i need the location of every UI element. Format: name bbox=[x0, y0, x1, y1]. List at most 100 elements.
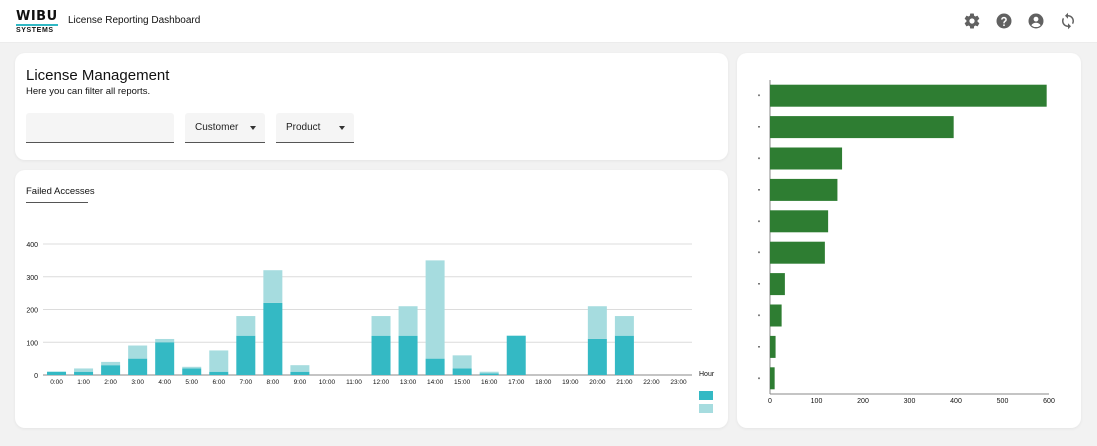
bar-segment bbox=[479, 371, 499, 374]
bar bbox=[770, 116, 954, 139]
bar-segment bbox=[263, 270, 283, 303]
bar-segment bbox=[128, 358, 148, 375]
x-tick-label: 200 bbox=[857, 398, 869, 405]
bar-segment bbox=[452, 355, 472, 369]
settings-icon[interactable] bbox=[963, 12, 981, 30]
bar-segment bbox=[614, 335, 634, 375]
bar-segment bbox=[452, 368, 472, 375]
chevron-down-icon bbox=[339, 126, 345, 130]
y-tick-label: " bbox=[758, 377, 761, 384]
bar-segment bbox=[425, 260, 445, 359]
card-title: License Management bbox=[26, 67, 170, 84]
x-tick-label: 0 bbox=[768, 398, 772, 405]
x-tick-label: 6:00 bbox=[212, 379, 225, 386]
x-tick-label: 400 bbox=[950, 398, 962, 405]
y-tick-label: " bbox=[758, 220, 761, 227]
help-icon[interactable] bbox=[995, 12, 1013, 30]
bar-segment bbox=[479, 373, 499, 375]
x-tick-label: 18:00 bbox=[535, 379, 552, 386]
y-tick-label: " bbox=[758, 189, 761, 196]
bar-segment bbox=[506, 335, 526, 375]
x-tick-label: 500 bbox=[997, 398, 1009, 405]
bar-segment bbox=[155, 338, 175, 343]
bar bbox=[770, 210, 829, 233]
x-tick-label: 20:00 bbox=[589, 379, 606, 386]
x-tick-label: 9:00 bbox=[294, 379, 307, 386]
legend-swatch bbox=[699, 391, 713, 400]
search-input[interactable] bbox=[26, 113, 174, 142]
x-tick-label: 17:00 bbox=[508, 379, 525, 386]
logo-subtitle: SYSTEMS bbox=[16, 27, 54, 34]
tab-indicator bbox=[26, 202, 88, 203]
bar-segment bbox=[290, 371, 310, 375]
refresh-icon[interactable] bbox=[1059, 12, 1077, 30]
bar bbox=[770, 367, 775, 390]
y-tick-label: 400 bbox=[26, 242, 38, 249]
bar bbox=[770, 178, 838, 201]
bar-segment bbox=[371, 335, 391, 375]
y-tick-label: " bbox=[758, 95, 761, 102]
bar bbox=[770, 84, 1047, 107]
customer-select[interactable]: Customer bbox=[185, 113, 265, 143]
bar-segment bbox=[182, 366, 202, 369]
x-tick-label: 1:00 bbox=[77, 379, 90, 386]
y-tick-label: 300 bbox=[26, 275, 38, 282]
x-tick-label: 0:00 bbox=[50, 379, 63, 386]
search-field[interactable] bbox=[26, 113, 174, 143]
x-tick-label: 12:00 bbox=[373, 379, 390, 386]
bar-segment bbox=[101, 361, 121, 366]
bar-segment bbox=[155, 342, 175, 375]
account-icon[interactable] bbox=[1027, 12, 1045, 30]
bar-segment bbox=[398, 306, 418, 336]
failed-accesses-card: Failed Accesses 0 100 200 300 400 0:00 1:00 2:0… bbox=[15, 170, 728, 428]
license-management-card: License Management Here you can filter a… bbox=[15, 53, 728, 160]
bar bbox=[770, 273, 785, 296]
x-tick-label: 19:00 bbox=[562, 379, 579, 386]
y-tick-label: " bbox=[758, 252, 761, 259]
y-tick-label: 100 bbox=[26, 340, 38, 347]
card-subtitle: Here you can filter all reports. bbox=[26, 86, 151, 97]
wibu-logo[interactable]: WIBU SYSTEMS bbox=[16, 10, 58, 34]
bar-segment bbox=[47, 371, 67, 375]
bar-segment bbox=[614, 316, 634, 336]
x-tick-label: 5:00 bbox=[185, 379, 198, 386]
x-tick-label: 7:00 bbox=[239, 379, 252, 386]
product-select[interactable]: Product bbox=[276, 113, 354, 143]
y-tick-label: " bbox=[758, 283, 761, 290]
bar-segment bbox=[425, 358, 445, 375]
x-tick-label: 13:00 bbox=[400, 379, 417, 386]
ranking-chart: 0 100 200 300 400 500 600 " " " " " " " " " " bbox=[758, 80, 1055, 405]
product-select-label: Product bbox=[286, 122, 321, 133]
bar-segment bbox=[371, 316, 391, 336]
x-tick-label: 3:00 bbox=[131, 379, 144, 386]
bar-segment bbox=[209, 371, 229, 375]
customer-select-label: Customer bbox=[195, 122, 239, 133]
bar-segment bbox=[128, 345, 148, 359]
x-tick-label: 16:00 bbox=[481, 379, 498, 386]
x-tick-label: 4:00 bbox=[158, 379, 171, 386]
bar-segment bbox=[236, 316, 256, 336]
x-tick-label: 15:00 bbox=[454, 379, 471, 386]
app-title: License Reporting Dashboard bbox=[68, 15, 201, 26]
x-tick-label: 22:00 bbox=[643, 379, 660, 386]
bar bbox=[770, 241, 825, 264]
chevron-down-icon bbox=[250, 126, 256, 130]
y-tick-label: 200 bbox=[26, 308, 38, 315]
bar-segment bbox=[263, 302, 283, 375]
x-tick-label: 8:00 bbox=[267, 379, 280, 386]
failed-accesses-chart: 0 100 200 300 400 0:00 1:00 2:00 3:00 4:00 5:00 6:0… bbox=[26, 242, 715, 413]
x-tick-label: 11:00 bbox=[346, 379, 362, 386]
x-tick-label: 600 bbox=[1043, 398, 1055, 405]
bar-segment bbox=[587, 338, 607, 375]
bar-segment bbox=[209, 350, 229, 372]
tab-failed-accesses[interactable]: Failed Accesses bbox=[26, 186, 95, 197]
bar bbox=[770, 335, 776, 358]
x-tick-label: 21:00 bbox=[616, 379, 633, 386]
y-tick-label: " bbox=[758, 126, 761, 133]
y-tick-label: " bbox=[758, 315, 761, 322]
x-tick-label: 100 bbox=[811, 398, 823, 405]
x-tick-label: 23:00 bbox=[670, 379, 687, 386]
bar bbox=[770, 147, 843, 170]
x-tick-label: 2:00 bbox=[104, 379, 117, 386]
legend-swatch bbox=[699, 404, 713, 413]
